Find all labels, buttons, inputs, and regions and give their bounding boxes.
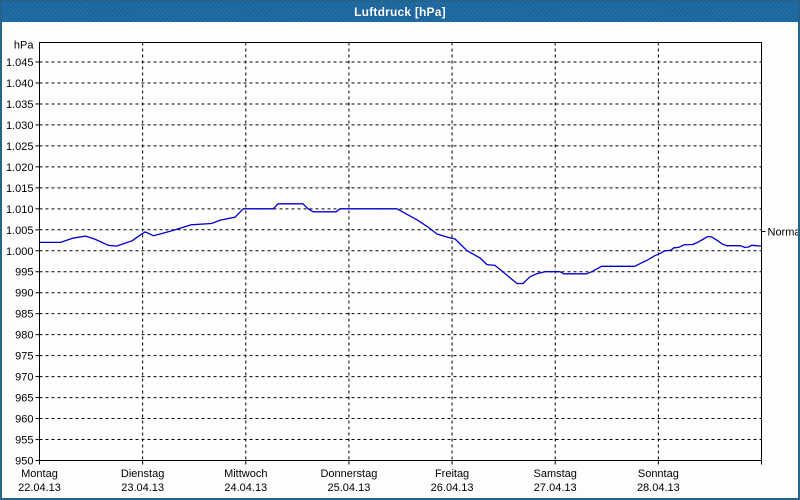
window-title: Luftdruck [hPa] bbox=[354, 5, 446, 19]
window-titlebar: Luftdruck [hPa] bbox=[2, 2, 798, 22]
x-date-label: 25.04.13 bbox=[328, 482, 371, 494]
x-date-label: 28.04.13 bbox=[637, 482, 680, 494]
y-tick-label: 1.035 bbox=[6, 99, 34, 111]
x-axis: Montag 22.04.13 Dienstag 23.04.13 Mittwoch 24… bbox=[18, 460, 762, 494]
y-tick-label: 1.030 bbox=[6, 120, 34, 132]
x-day-label: Sonntag bbox=[638, 468, 679, 480]
y-axis: 1.045 1.040 1.035 1.030 1.025 1.020 1.015 1.010… bbox=[6, 40, 40, 468]
y-tick-label: 1.015 bbox=[6, 183, 34, 195]
x-day-label: Samstag bbox=[534, 468, 577, 480]
x-day-label: Freitag bbox=[435, 468, 469, 480]
x-day-label: Montag bbox=[21, 468, 58, 480]
y-tick-label: 1.045 bbox=[6, 57, 34, 69]
y-tick-label: 975 bbox=[15, 351, 33, 363]
y-tick-label: 1.010 bbox=[6, 204, 34, 216]
y-tick-label: 1.000 bbox=[6, 246, 34, 258]
y-tick-label: 960 bbox=[15, 414, 33, 426]
x-date-label: 24.04.13 bbox=[224, 482, 267, 494]
y-tick-label: 995 bbox=[15, 267, 33, 279]
x-date-label: 27.04.13 bbox=[534, 482, 577, 494]
pressure-series-line bbox=[38, 203, 762, 285]
x-date-label: 23.04.13 bbox=[121, 482, 164, 494]
plot-border bbox=[39, 42, 762, 461]
y-tick-label: 985 bbox=[15, 309, 33, 321]
y-tick-label: 980 bbox=[15, 330, 33, 342]
y-tick-label: 1.005 bbox=[6, 225, 34, 237]
x-day-label: Donnerstag bbox=[320, 468, 377, 480]
y-tick-label: 955 bbox=[15, 435, 33, 447]
y-tick-label: 1.025 bbox=[6, 141, 34, 153]
x-day-label: Dienstag bbox=[121, 468, 164, 480]
gridlines bbox=[39, 42, 762, 461]
y-tick-label: 965 bbox=[15, 393, 33, 405]
y-tick-label: 1.020 bbox=[6, 162, 34, 174]
y-tick-label: 1.040 bbox=[6, 78, 34, 90]
y-tick-label: 950 bbox=[15, 456, 33, 468]
normal-marker: Normal bbox=[761, 226, 799, 238]
x-date-label: 22.04.13 bbox=[18, 482, 61, 494]
y-tick-label: 970 bbox=[15, 372, 33, 384]
normal-label: Normal bbox=[768, 226, 799, 238]
x-date-label: 26.04.13 bbox=[431, 482, 474, 494]
y-axis-unit-label: hPa bbox=[14, 40, 34, 52]
y-tick-label: 990 bbox=[15, 288, 33, 300]
x-day-label: Mittwoch bbox=[224, 468, 267, 480]
